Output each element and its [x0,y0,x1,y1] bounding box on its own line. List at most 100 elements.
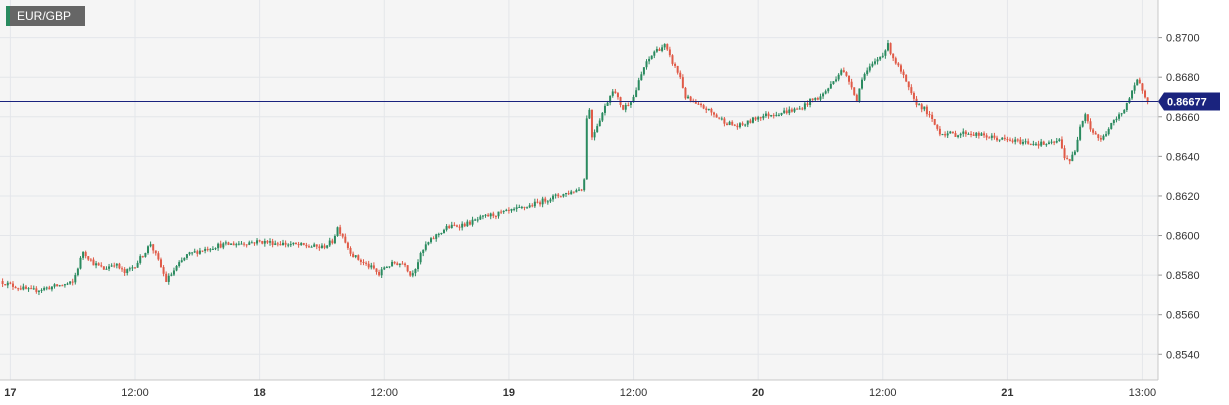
candle-body [1110,122,1113,129]
candle-body [1084,114,1087,121]
candle-body [912,93,915,99]
candle [894,56,897,65]
candle-body [380,269,383,276]
y-tick-label: 0.8620 [1166,191,1200,203]
candle [66,282,69,286]
candle [515,204,518,212]
candle-body [736,125,739,128]
candle [637,77,640,91]
candle [1050,139,1053,145]
candle-body [100,265,103,267]
candle [941,133,944,136]
candle-body [1001,137,1004,140]
candle-body [144,253,147,257]
candle-body [367,263,370,268]
candle-body [219,243,222,248]
candle [1099,135,1102,142]
candle [401,260,404,265]
candle [349,246,352,257]
candle [578,187,580,192]
candle [466,219,469,227]
candle [383,266,386,271]
candle-body [637,80,640,91]
candle [949,130,952,134]
candle [1086,114,1089,124]
candle [354,255,357,259]
candle [63,283,66,288]
candle [858,88,861,103]
candle [533,198,536,208]
candle [793,107,796,113]
candle-body [269,241,272,243]
price-axis: 0.8540 0.8560 0.8580 0.8600 0.8620 0.8640 0.86… [1157,0,1200,380]
candle-body [326,245,329,248]
candle-body [572,191,575,193]
x-tick-label: 21 [1001,387,1013,399]
candle-body [287,244,290,246]
candle-body [180,260,183,263]
candle [627,102,630,107]
candle [427,241,430,246]
candle [505,208,508,212]
x-tick-label: 19 [503,387,515,399]
candle [1089,118,1092,132]
candle-body [432,238,435,240]
candle [474,218,477,221]
candle-body [82,252,85,258]
candle [931,111,934,122]
candle-body [931,114,934,119]
x-tick-label: 18 [254,387,266,399]
candle-body [1063,148,1066,159]
candle-body [655,49,658,52]
candle-body [250,242,253,244]
candle-body [1141,83,1144,91]
candle [835,76,838,83]
candle-body [1047,142,1050,145]
candle [313,242,316,248]
candle [346,241,349,250]
candle-body [650,55,653,59]
candle-body [585,118,588,180]
candle [461,221,464,231]
candle [287,243,290,248]
candle [962,128,965,137]
candle [985,133,988,141]
candle [128,266,131,272]
candle-body [258,240,261,242]
candle-body [899,65,902,72]
candle-body [879,56,882,60]
candle-body [705,108,708,110]
candle [713,111,716,118]
candle [783,107,786,114]
candle [370,262,373,270]
candle [653,50,656,59]
candle [27,287,30,292]
candle [736,123,739,130]
candle-body [751,117,754,123]
candle [744,123,747,127]
candle [790,107,793,113]
candle [707,108,710,111]
candle [1063,145,1066,161]
candle [871,61,874,68]
candle [565,192,568,197]
candle-body [674,63,677,66]
candle [944,131,947,138]
candle-body [565,193,568,195]
candle-body [944,134,947,136]
candle-body [910,87,913,94]
candle-body [897,63,900,66]
x-tick-label: 20 [752,387,764,399]
candle-body [261,241,264,244]
candle-body [601,112,604,121]
candle [118,262,121,270]
candle-body [484,214,487,216]
candle [414,268,417,277]
candle-body [588,109,591,119]
symbol-badge[interactable]: EUR/GBP [6,6,85,26]
candle-body [1009,139,1012,141]
candle-body [315,244,318,247]
candle [964,129,967,137]
candle-body [235,244,238,246]
